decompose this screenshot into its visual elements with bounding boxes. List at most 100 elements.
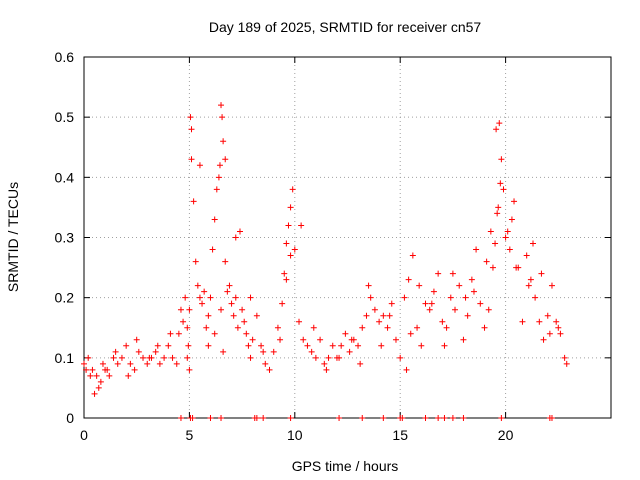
data-point [483,258,490,265]
data-point [85,354,92,361]
data-point [114,360,121,367]
data-point [460,415,467,421]
data-point [513,264,520,271]
data-point [321,360,328,367]
data-point [232,234,239,241]
data-point [209,246,216,253]
data-point [215,174,222,181]
data-point [154,342,161,349]
data-point [548,415,555,421]
data-point [249,336,256,343]
data-point [123,342,130,349]
data-point [218,102,225,109]
data-point [118,354,125,361]
data-point [498,415,505,421]
data-point [287,252,294,259]
data-point [365,282,372,289]
data-point [175,330,182,337]
data-point [106,372,113,379]
data-point [207,415,214,421]
chart-title: Day 189 of 2025, SRMTID for receiver cn5… [209,19,482,35]
data-point [232,294,239,301]
data-point [555,324,562,331]
data-point [386,312,393,319]
ticks: 0 0.1 0.2 0.3 0.4 0.5 0.6 0 5 10 15 20 [55,49,611,443]
data-point [428,300,435,307]
data-point [397,354,404,361]
data-point [184,354,191,361]
data-point [245,342,252,349]
data-point [495,204,502,211]
data-point [460,336,467,343]
y-tick-label: 0.6 [55,49,75,65]
data-point [253,312,260,319]
data-point [399,415,406,421]
data-point [508,216,515,223]
data-point [177,415,184,421]
data-point [97,378,104,385]
data-point [220,348,227,355]
data-point [201,288,208,295]
y-axis-label: SRMTID / TECUs [5,182,21,292]
data-point [296,318,303,325]
data-point [312,354,319,361]
data-point [239,306,246,313]
data-point [216,162,223,169]
data-point [493,126,500,133]
data-point [289,186,296,193]
data-point [527,276,534,283]
data-point [430,288,437,295]
x-tick-label: 10 [287,427,303,443]
data-point [218,306,225,313]
data-point [310,324,317,331]
data-point [502,234,509,241]
data-point [104,366,111,373]
data-point [222,156,229,163]
data-point [188,126,195,133]
data-point [236,228,243,235]
y-tick-label: 0.3 [55,230,75,246]
data-point [403,366,410,373]
data-point [401,294,408,301]
data-point [283,276,290,283]
data-point [414,324,421,331]
x-tick-label: 20 [498,427,514,443]
data-point [83,366,90,373]
data-point [376,318,383,325]
data-point [511,198,518,205]
data-point [435,270,442,277]
data-point [266,366,273,373]
data-point [342,330,349,337]
data-point [274,324,281,331]
data-point [409,252,416,259]
data-point [222,258,229,265]
data-point [317,336,324,343]
data-point [270,348,277,355]
data-point [205,312,212,319]
data-point [557,330,564,337]
data-point [346,348,353,355]
data-point [186,306,193,313]
data-point [247,354,254,361]
data-point [260,348,267,355]
data-point [219,114,226,121]
data-point [187,114,194,121]
data-point [494,210,501,217]
data-point [532,294,539,301]
data-point [544,312,551,319]
x-tick-label: 0 [80,427,88,443]
data-point [135,348,142,355]
data-point [253,415,260,421]
data-point [184,324,191,331]
data-point [563,360,570,367]
data-point [325,354,332,361]
data-point [220,138,227,145]
data-point [536,318,543,325]
data-point [449,270,456,277]
data-point [93,372,100,379]
data-point [211,216,218,223]
data-point [441,342,448,349]
data-point [213,186,220,193]
data-point [548,282,555,289]
data-point [199,300,206,307]
